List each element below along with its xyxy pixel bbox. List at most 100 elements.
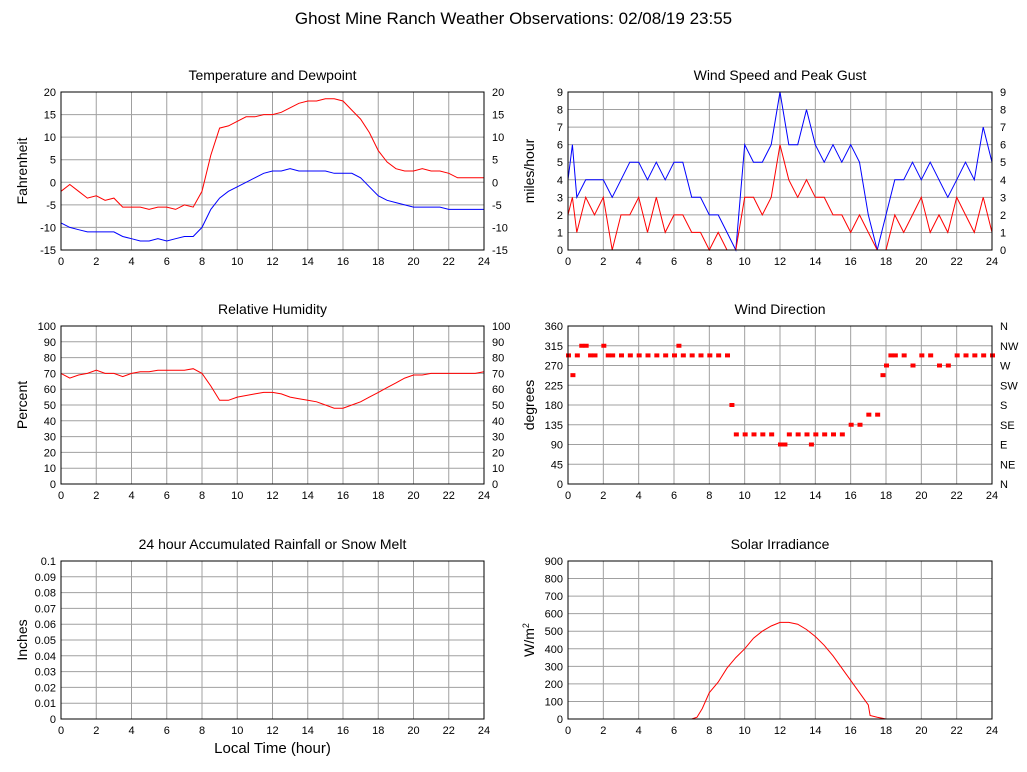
data-point — [808, 442, 814, 447]
y-axis-label: degrees — [521, 380, 537, 431]
x-tick-label: 12 — [266, 725, 278, 737]
series-line — [567, 144, 993, 252]
series-line — [60, 98, 484, 210]
y-tick-label: 300 — [545, 661, 563, 673]
y-tick-label: 8 — [557, 105, 563, 117]
right-tick-label: 80 — [492, 353, 504, 365]
x-tick-label: 0 — [565, 725, 571, 737]
y-tick-label: 900 — [545, 556, 563, 568]
data-point — [592, 353, 598, 358]
data-point — [901, 353, 907, 358]
x-tick-label: 16 — [337, 490, 349, 502]
data-point — [579, 343, 585, 348]
x-tick-label: 20 — [915, 256, 927, 268]
right-tick-label: -5 — [492, 200, 502, 212]
series-line — [60, 368, 485, 409]
y-tick-label: 600 — [545, 609, 563, 621]
right-tick-label: W — [1000, 361, 1011, 373]
y-tick-label: 90 — [551, 440, 563, 452]
y-tick-label: 225 — [545, 380, 563, 392]
y-tick-label: -10 — [40, 222, 56, 234]
x-tick-label: 10 — [231, 725, 243, 737]
data-point — [751, 432, 757, 437]
data-point — [707, 353, 713, 358]
x-tick-label: 22 — [951, 256, 963, 268]
x-tick-label: 12 — [774, 490, 786, 502]
y-tick-label: 500 — [545, 626, 563, 638]
y-tick-label: 20 — [44, 447, 56, 459]
y-tick-label: 0.01 — [35, 698, 56, 710]
right-tick-label: -10 — [492, 222, 508, 234]
x-tick-label: 18 — [880, 490, 892, 502]
y-tick-label: 0.04 — [35, 651, 56, 663]
y-tick-label: 45 — [551, 459, 563, 471]
x-tick-label: 14 — [809, 725, 821, 737]
right-tick-label: E — [1000, 440, 1007, 452]
x-tick-label: 8 — [199, 256, 205, 268]
data-point — [866, 412, 872, 417]
x-tick-label: 8 — [706, 490, 712, 502]
y-tick-label: 0.07 — [35, 603, 56, 615]
right-tick-label: SE — [1000, 420, 1015, 432]
y-tick-label: 0.02 — [35, 682, 56, 694]
x-tick-label: 2 — [93, 256, 99, 268]
right-tick-label: 5 — [1000, 157, 1006, 169]
x-tick-label: 8 — [706, 256, 712, 268]
x-tick-label: 24 — [478, 725, 490, 737]
y-tick-label: 270 — [545, 361, 563, 373]
data-point — [676, 343, 682, 348]
y-tick-label: 2 — [557, 210, 563, 222]
right-tick-label: 15 — [492, 110, 504, 122]
data-point — [716, 353, 722, 358]
data-point — [680, 353, 686, 358]
x-tick-label: 10 — [231, 256, 243, 268]
x-tick-label: 0 — [565, 256, 571, 268]
y-tick-label: 0 — [557, 479, 563, 491]
y-tick-label: 360 — [545, 321, 563, 333]
data-point — [945, 363, 951, 368]
right-tick-label: 6 — [1000, 140, 1006, 152]
data-point — [601, 343, 607, 348]
y-tick-label: 6 — [557, 140, 563, 152]
data-point — [654, 353, 660, 358]
y-axis-label: W/m2 — [521, 623, 537, 657]
right-tick-label: 20 — [492, 447, 504, 459]
y-axis-label: Inches — [14, 619, 30, 660]
y-tick-label: 200 — [545, 679, 563, 691]
data-point — [689, 353, 695, 358]
data-point — [822, 432, 828, 437]
x-tick-label: 2 — [600, 490, 606, 502]
y-tick-label: 0.03 — [35, 667, 56, 679]
x-tick-label: 10 — [231, 490, 243, 502]
y-axis-label: Percent — [14, 381, 30, 429]
data-point — [782, 442, 788, 447]
x-tick-label: 10 — [739, 256, 751, 268]
x-tick-label: 4 — [636, 256, 642, 268]
x-tick-label: 10 — [739, 490, 751, 502]
data-point — [583, 343, 589, 348]
data-point — [672, 353, 677, 358]
right-tick-label: 1 — [1000, 227, 1006, 239]
data-point — [857, 422, 863, 427]
data-point — [778, 442, 783, 447]
data-point — [610, 353, 616, 358]
x-tick-label: 6 — [671, 256, 677, 268]
right-tick-label: NE — [1000, 459, 1015, 471]
data-point — [588, 353, 594, 358]
data-point — [919, 353, 925, 358]
x-tick-label: 20 — [915, 490, 927, 502]
x-tick-label: 12 — [266, 256, 278, 268]
page-title: Ghost Mine Ranch Weather Observations: 0… — [294, 9, 733, 28]
right-tick-label: 10 — [492, 463, 504, 475]
y-tick-label: 0.1 — [41, 556, 56, 568]
data-point — [636, 353, 642, 358]
x-tick-label: 2 — [93, 725, 99, 737]
x-tick-label: 4 — [636, 725, 642, 737]
y-tick-label: -15 — [40, 245, 56, 257]
data-point — [888, 353, 894, 358]
y-tick-label: 700 — [545, 591, 563, 603]
